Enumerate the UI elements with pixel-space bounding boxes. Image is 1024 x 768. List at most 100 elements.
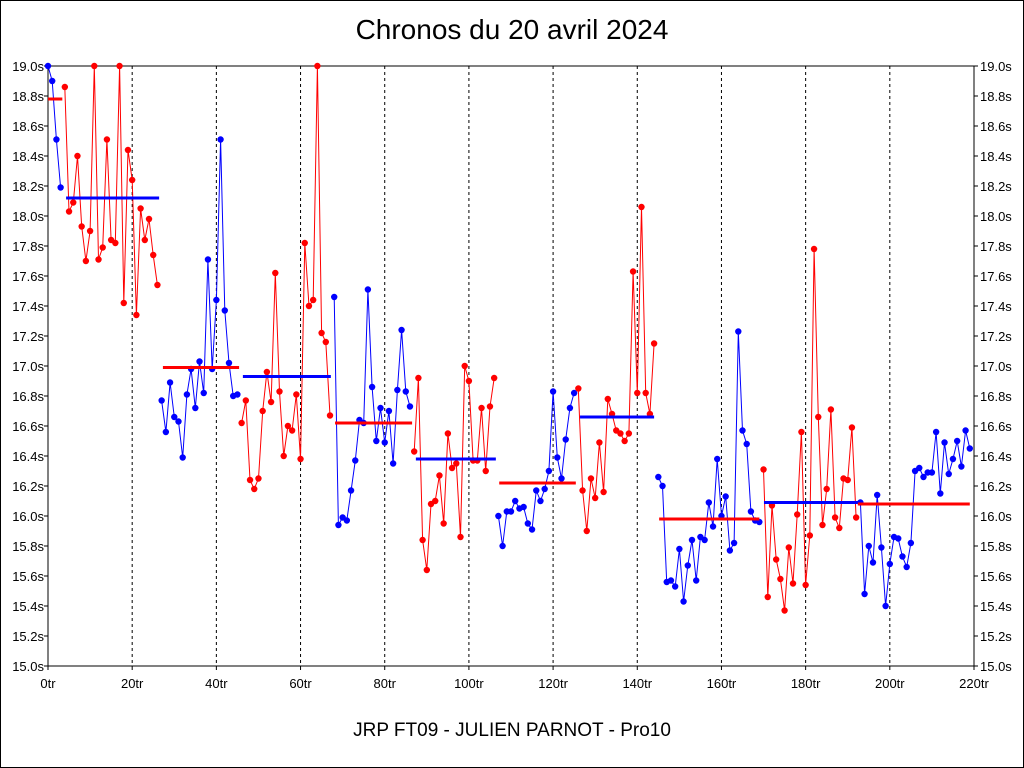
data-point bbox=[676, 545, 683, 553]
y-tick-label-left: 15.4s bbox=[12, 599, 44, 614]
data-point bbox=[625, 430, 633, 437]
data-point bbox=[537, 497, 544, 505]
series-line-relais-10 bbox=[763, 248, 857, 611]
data-point bbox=[158, 397, 165, 404]
y-tick-label-left: 18.6s bbox=[12, 119, 44, 134]
y-tick-label-right: 17.4s bbox=[980, 299, 1012, 314]
x-tick-label: 160tr bbox=[707, 676, 737, 691]
data-point bbox=[941, 439, 948, 446]
data-point bbox=[836, 524, 843, 532]
chart-title: Chronos du 20 avril 2024 bbox=[355, 14, 669, 45]
x-tick-label: 80tr bbox=[374, 676, 397, 691]
data-point bbox=[781, 607, 788, 614]
data-point bbox=[810, 245, 818, 253]
data-point bbox=[735, 328, 742, 335]
data-point bbox=[701, 536, 708, 544]
data-point bbox=[764, 593, 771, 601]
data-point bbox=[154, 281, 161, 289]
data-point bbox=[82, 257, 90, 265]
y-tick-label-left: 16.4s bbox=[12, 449, 44, 464]
data-point bbox=[650, 340, 658, 347]
data-point bbox=[137, 205, 144, 212]
data-point bbox=[419, 536, 426, 544]
y-tick-label-right: 17.8s bbox=[980, 239, 1012, 254]
data-point bbox=[659, 482, 666, 490]
data-point bbox=[128, 176, 136, 184]
data-point bbox=[587, 475, 595, 482]
data-point bbox=[949, 455, 957, 463]
data-point bbox=[819, 521, 826, 529]
data-point bbox=[120, 299, 127, 307]
data-point bbox=[726, 547, 734, 554]
data-point bbox=[545, 467, 553, 475]
data-point bbox=[141, 236, 149, 244]
y-tick-label-left: 15.8s bbox=[12, 539, 44, 554]
data-point bbox=[221, 307, 228, 314]
data-point bbox=[74, 152, 81, 160]
data-point bbox=[528, 526, 536, 533]
series-line-relais-5 bbox=[333, 289, 411, 527]
data-point bbox=[293, 391, 300, 398]
x-tick-label: 220tr bbox=[959, 676, 989, 691]
data-point bbox=[671, 583, 679, 590]
data-point bbox=[288, 427, 296, 434]
data-point bbox=[368, 383, 376, 391]
data-point bbox=[267, 398, 275, 406]
y-tick-label-right: 15.6s bbox=[980, 569, 1012, 584]
data-point bbox=[499, 542, 506, 550]
data-point bbox=[162, 428, 170, 436]
data-point bbox=[953, 437, 961, 445]
data-point bbox=[806, 532, 814, 539]
y-tick-label-left: 18.8s bbox=[12, 89, 44, 104]
data-point bbox=[743, 440, 750, 448]
y-tick-label-right: 18.6s bbox=[980, 119, 1012, 134]
data-point bbox=[225, 359, 233, 367]
data-point bbox=[49, 77, 56, 85]
data-point bbox=[634, 389, 641, 397]
data-point bbox=[343, 517, 351, 524]
y-tick-label-right: 18.2s bbox=[980, 179, 1012, 194]
data-point bbox=[352, 457, 359, 464]
data-point bbox=[377, 404, 384, 412]
data-point bbox=[259, 407, 266, 415]
y-tick-label-right: 19.0s bbox=[980, 59, 1012, 74]
data-point bbox=[423, 566, 431, 574]
data-point bbox=[558, 475, 565, 482]
y-tick-label-right: 16.6s bbox=[980, 419, 1012, 434]
data-point bbox=[217, 136, 224, 143]
data-point bbox=[882, 602, 889, 610]
data-point bbox=[406, 403, 414, 410]
data-point bbox=[958, 463, 965, 470]
data-point bbox=[263, 368, 271, 376]
data-point bbox=[133, 311, 140, 319]
data-point bbox=[604, 395, 612, 403]
data-point bbox=[688, 536, 696, 544]
y-tick-label-right: 15.4s bbox=[980, 599, 1012, 614]
data-point bbox=[570, 389, 578, 397]
data-point bbox=[815, 413, 822, 421]
series-line-relais-2 bbox=[64, 65, 158, 316]
data-point bbox=[823, 485, 830, 493]
data-point bbox=[861, 590, 868, 598]
data-point bbox=[171, 413, 178, 421]
y-tick-label-left: 15.6s bbox=[12, 569, 44, 584]
data-point bbox=[621, 437, 628, 445]
y-tick-label-left: 16.0s bbox=[12, 509, 44, 524]
data-point bbox=[175, 418, 182, 425]
data-point bbox=[166, 379, 174, 386]
data-point bbox=[903, 563, 910, 571]
y-tick-label-right: 15.0s bbox=[980, 659, 1012, 674]
data-point bbox=[436, 472, 443, 479]
data-point bbox=[297, 455, 304, 463]
data-point bbox=[150, 251, 157, 259]
data-point bbox=[103, 136, 111, 143]
y-tick-label-left: 18.4s bbox=[12, 149, 44, 164]
data-point bbox=[331, 293, 338, 301]
data-point bbox=[78, 223, 85, 230]
data-point bbox=[937, 490, 944, 497]
data-point bbox=[722, 493, 729, 500]
data-point bbox=[848, 424, 856, 431]
data-point bbox=[916, 464, 923, 472]
data-point bbox=[145, 215, 153, 223]
data-point bbox=[432, 497, 439, 505]
